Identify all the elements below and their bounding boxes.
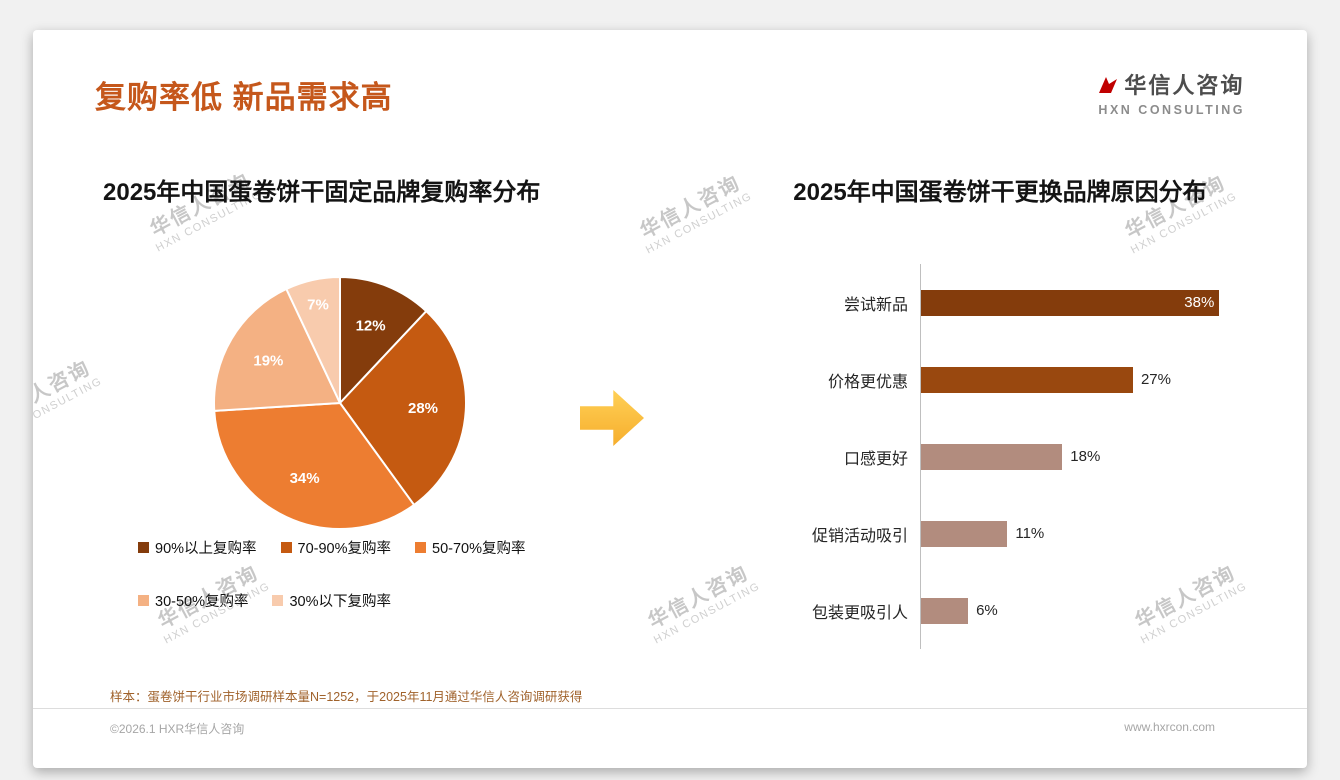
legend-swatch [280,542,292,553]
watermark-line1: 华信人咨询 [33,356,95,428]
legend-item: 70-90%复购率 [280,537,392,558]
bar-fill [921,520,1008,547]
bar-value-label: 27% [1140,371,1171,388]
watermark-line2: HXN CONSULTING [33,375,105,441]
company-logo: 华信人咨询 HXN CONSULTING [1098,68,1245,117]
bar-row: 口感更好 18% [690,418,1235,495]
bar-row: 价格更优惠 27% [690,341,1235,418]
legend-item: 30-50%复购率 [138,590,248,611]
bar-fill [921,597,969,624]
bar-track: 27% [920,341,1235,418]
bar-track: 6% [920,572,1235,649]
legend-item: 50-70%复购率 [415,537,526,558]
legend-swatch [415,542,427,553]
page-title: 复购率低 新品需求高 [95,80,393,115]
legend-item: 30%以下复购率 [272,590,391,611]
pie-chart-svg: 12% 28% 34% 19% 7% [213,276,467,530]
bar-value-label: 38% [1184,294,1215,311]
transition-arrow-icon [580,390,644,446]
legend-item: 90%以上复购率 [138,537,257,558]
pie-value-label: 7% [307,297,329,314]
footer-url: www.hxrcon.com [1124,720,1215,734]
legend-label: 70-90%复购率 [297,541,392,557]
pie-chart-title: 2025年中国蛋卷饼干固定品牌复购率分布 [103,179,541,206]
bar-row: 促销活动吸引 11% [690,495,1235,572]
bar-fill [921,366,1133,393]
bar-fill [921,443,1063,470]
bar-value-label: 6% [976,602,998,619]
bar-track: 38% [920,264,1235,341]
bar-track: 18% [920,418,1235,495]
footer-divider [33,708,1307,709]
legend-label: 50-70%复购率 [432,541,526,557]
footer-copyright: ©2026.1 HXR华信人咨询 [110,722,245,736]
bar-category-label: 促销活动吸引 [811,527,908,545]
logo-text-cn: 华信人咨询 [1124,73,1245,98]
sample-note: 样本：蛋卷饼干行业市场调研样本量N=1252，于2025年11月通过华信人咨询调… [110,690,583,704]
bar-row: 尝试新品 38% [690,264,1235,341]
pie-value-label: 28% [408,400,438,417]
bar-category-label: 价格更优惠 [827,373,908,391]
bar-category-label: 口感更好 [843,450,908,468]
legend-label: 90%以上复购率 [155,541,257,557]
pie-value-label: 12% [356,318,386,335]
pie-legend: 90%以上复购率 70-90%复购率 50-70%复购率 30-50%复购率 30%以下… [138,537,618,611]
logo-arrow-icon [1099,77,1118,93]
pie-value-label: 34% [290,470,320,487]
bar-value-label: 18% [1070,448,1101,465]
pie-slice [213,402,416,530]
legend-label: 30%以下复购率 [289,594,392,610]
bar-track: 11% [920,495,1235,572]
bar-chart-title: 2025年中国蛋卷饼干更换品牌原因分布 [793,179,1207,206]
legend-swatch [138,595,149,606]
bar-row: 包装更吸引人 6% [690,572,1235,649]
watermark: 华信人咨询 HXN CONSULTING [33,350,104,442]
bar-category-label: 尝试新品 [843,296,908,314]
legend-swatch [272,595,284,606]
pie-slice [285,276,341,404]
bar-fill: 38% [921,289,1220,316]
pie-chart: 12% 28% 34% 19% 7% [200,263,480,543]
pie-slice [213,287,341,412]
slide-card: 华信人咨询 HXN CONSULTING 华信人咨询 HXN CONSULTIN… [33,30,1307,768]
legend-swatch [138,542,149,553]
bar-category-label: 包装更吸引人 [811,604,908,622]
pie-slice [339,276,428,404]
bar-chart: 尝试新品 38% 价格更优惠 27% 口感更好 18% 促销活动吸引 11% 包装更吸引人 6% [690,264,1235,649]
legend-label: 30-50%复购率 [155,594,249,610]
pie-slice [339,310,467,506]
bar-value-label: 11% [1015,525,1045,542]
logo-text-en: HXN CONSULTING [1098,103,1245,117]
pie-value-label: 19% [253,353,283,370]
